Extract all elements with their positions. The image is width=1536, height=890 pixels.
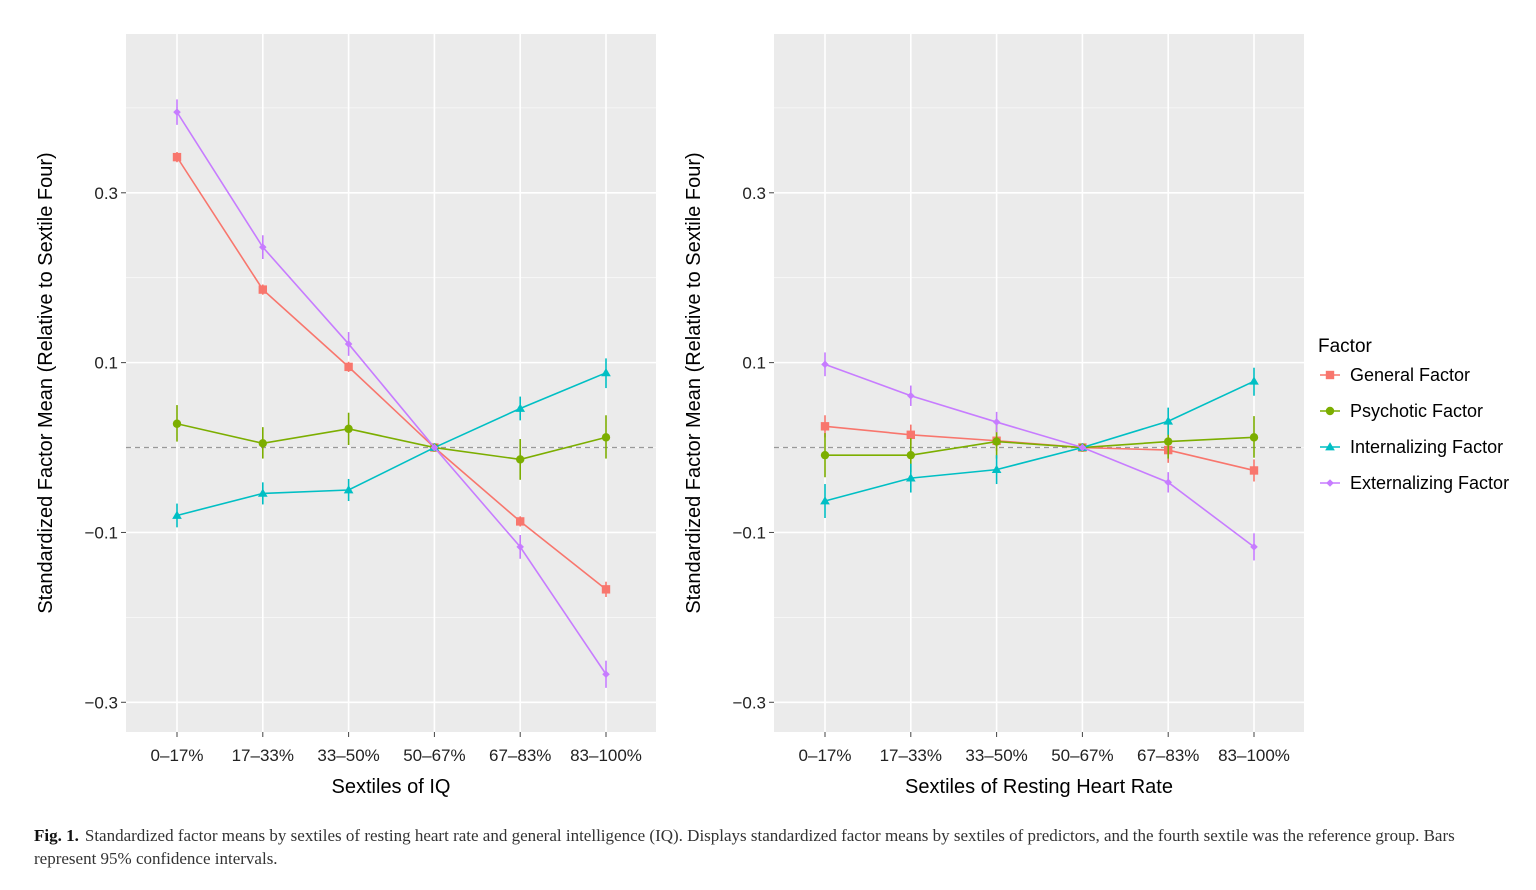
legend-item-internalizing-factor: Internalizing Factor xyxy=(1320,437,1503,457)
x-tick-label: 0–17% xyxy=(151,746,204,765)
data-point xyxy=(1249,466,1259,475)
figure-caption: Fig. 1. Standardized factor means by sext… xyxy=(34,824,1514,870)
x-tick-label: 17–33% xyxy=(232,746,294,765)
data-point xyxy=(259,243,267,251)
y-tick-label: 0.3 xyxy=(94,184,118,203)
data-point xyxy=(907,391,915,400)
data-point xyxy=(343,485,354,494)
x-tick-label: 67–83% xyxy=(489,746,551,765)
legend-item-externalizing-factor: Externalizing Factor xyxy=(1320,473,1509,493)
data-point xyxy=(821,360,829,369)
caption-text: Standardized factor means by sextiles of… xyxy=(34,826,1455,868)
data-point xyxy=(344,340,353,348)
series-line xyxy=(825,436,1255,456)
series-externalizing-factor xyxy=(821,352,1258,561)
series-general-factor xyxy=(172,152,611,597)
data-point xyxy=(820,450,830,460)
series-line xyxy=(824,363,1255,548)
legend-marker xyxy=(1325,370,1335,380)
data-point xyxy=(257,488,268,497)
x-tick-label: 50–67% xyxy=(1051,746,1113,765)
y-tick-label: −0.1 xyxy=(84,523,118,542)
data-point xyxy=(172,419,182,428)
data-point xyxy=(905,473,916,482)
x-tick-label: 33–50% xyxy=(965,746,1027,765)
series-internalizing-factor xyxy=(820,367,1259,519)
data-point xyxy=(258,285,267,294)
legend: Factor General Factor Psychotic Factor Int… xyxy=(1318,336,1509,493)
legend-item-psychotic-factor: Psychotic Factor xyxy=(1320,401,1483,421)
data-point xyxy=(992,418,1001,426)
series-line xyxy=(176,372,607,517)
data-point xyxy=(172,510,182,519)
data-point xyxy=(1164,478,1172,487)
data-point xyxy=(515,403,526,412)
panel-background xyxy=(774,34,1304,732)
x-tick-label: 83–100% xyxy=(570,746,642,765)
data-point xyxy=(992,437,1001,446)
series-line xyxy=(176,111,607,675)
data-point xyxy=(172,152,182,162)
legend-label: Internalizing Factor xyxy=(1350,437,1503,457)
data-point xyxy=(601,433,611,442)
data-point xyxy=(906,450,915,460)
panel-background xyxy=(126,34,656,732)
data-point xyxy=(601,585,611,594)
legend-label: Psychotic Factor xyxy=(1350,401,1483,421)
data-point xyxy=(344,424,353,434)
panel-iq: −0.3 −0.1 0.1 0.3 0–17% 17–33% 33–50% 50–67% 67–… xyxy=(35,34,656,798)
data-point xyxy=(820,496,830,505)
legend-marker xyxy=(1326,479,1334,487)
x-axis-title: Sextiles of Resting Heart Rate xyxy=(905,776,1173,798)
data-point xyxy=(258,439,267,448)
caption-label: Fig. 1. xyxy=(34,826,79,845)
series-psychotic-factor xyxy=(820,416,1259,478)
legend-marker xyxy=(1325,442,1335,451)
series-line xyxy=(176,422,607,461)
panel-heart-rate: −0.3 −0.1 0.1 0.3 0–17% 17–33% 33–50% 50–67% 67–… xyxy=(683,34,1304,798)
y-axis-title: Standardized Factor Mean (Relative to Se… xyxy=(683,152,705,613)
data-point xyxy=(601,367,611,377)
x-tick-label: 50–67% xyxy=(403,746,465,765)
x-tick-label: 17–33% xyxy=(880,746,942,765)
legend-label: General Factor xyxy=(1350,365,1470,385)
series-psychotic-factor xyxy=(172,405,611,480)
x-tick-label: 33–50% xyxy=(317,746,379,765)
data-point xyxy=(906,430,915,439)
data-point xyxy=(516,517,525,526)
data-point xyxy=(516,455,525,464)
x-tick-label: 67–83% xyxy=(1137,746,1199,765)
y-axis-title: Standardized Factor Mean (Relative to Se… xyxy=(35,152,57,613)
x-tick-label: 83–100% xyxy=(1218,746,1290,765)
y-tick-label: 0.1 xyxy=(742,354,766,373)
data-point xyxy=(344,362,353,372)
y-tick-label: 0.1 xyxy=(94,354,118,373)
figure: −0.3 −0.1 0.1 0.3 0–17% 17–33% 33–50% 50–67% 67–… xyxy=(35,34,1509,798)
data-point xyxy=(1163,416,1174,425)
series-line xyxy=(824,380,1255,502)
data-point xyxy=(1250,543,1258,551)
data-point xyxy=(1164,437,1173,446)
data-point xyxy=(602,670,610,679)
x-tick-label: 0–17% xyxy=(799,746,852,765)
legend-label: Externalizing Factor xyxy=(1350,473,1509,493)
legend-title: Factor xyxy=(1318,336,1373,357)
legend-marker xyxy=(1325,406,1335,416)
x-axis-title: Sextiles of IQ xyxy=(332,776,451,798)
data-point xyxy=(173,108,181,116)
y-tick-label: −0.1 xyxy=(732,523,766,542)
series-line xyxy=(176,156,607,590)
data-point xyxy=(1249,433,1259,442)
y-tick-label: 0.3 xyxy=(742,184,766,203)
data-point xyxy=(516,543,524,551)
data-point xyxy=(1249,376,1259,385)
data-point xyxy=(430,443,439,452)
data-point xyxy=(1078,443,1087,452)
series-externalizing-factor xyxy=(173,99,610,688)
y-tick-label: −0.3 xyxy=(84,693,118,712)
data-point xyxy=(820,422,830,431)
y-tick-label: −0.3 xyxy=(732,693,766,712)
data-point xyxy=(991,464,1002,473)
legend-item-general-factor: General Factor xyxy=(1320,365,1470,385)
